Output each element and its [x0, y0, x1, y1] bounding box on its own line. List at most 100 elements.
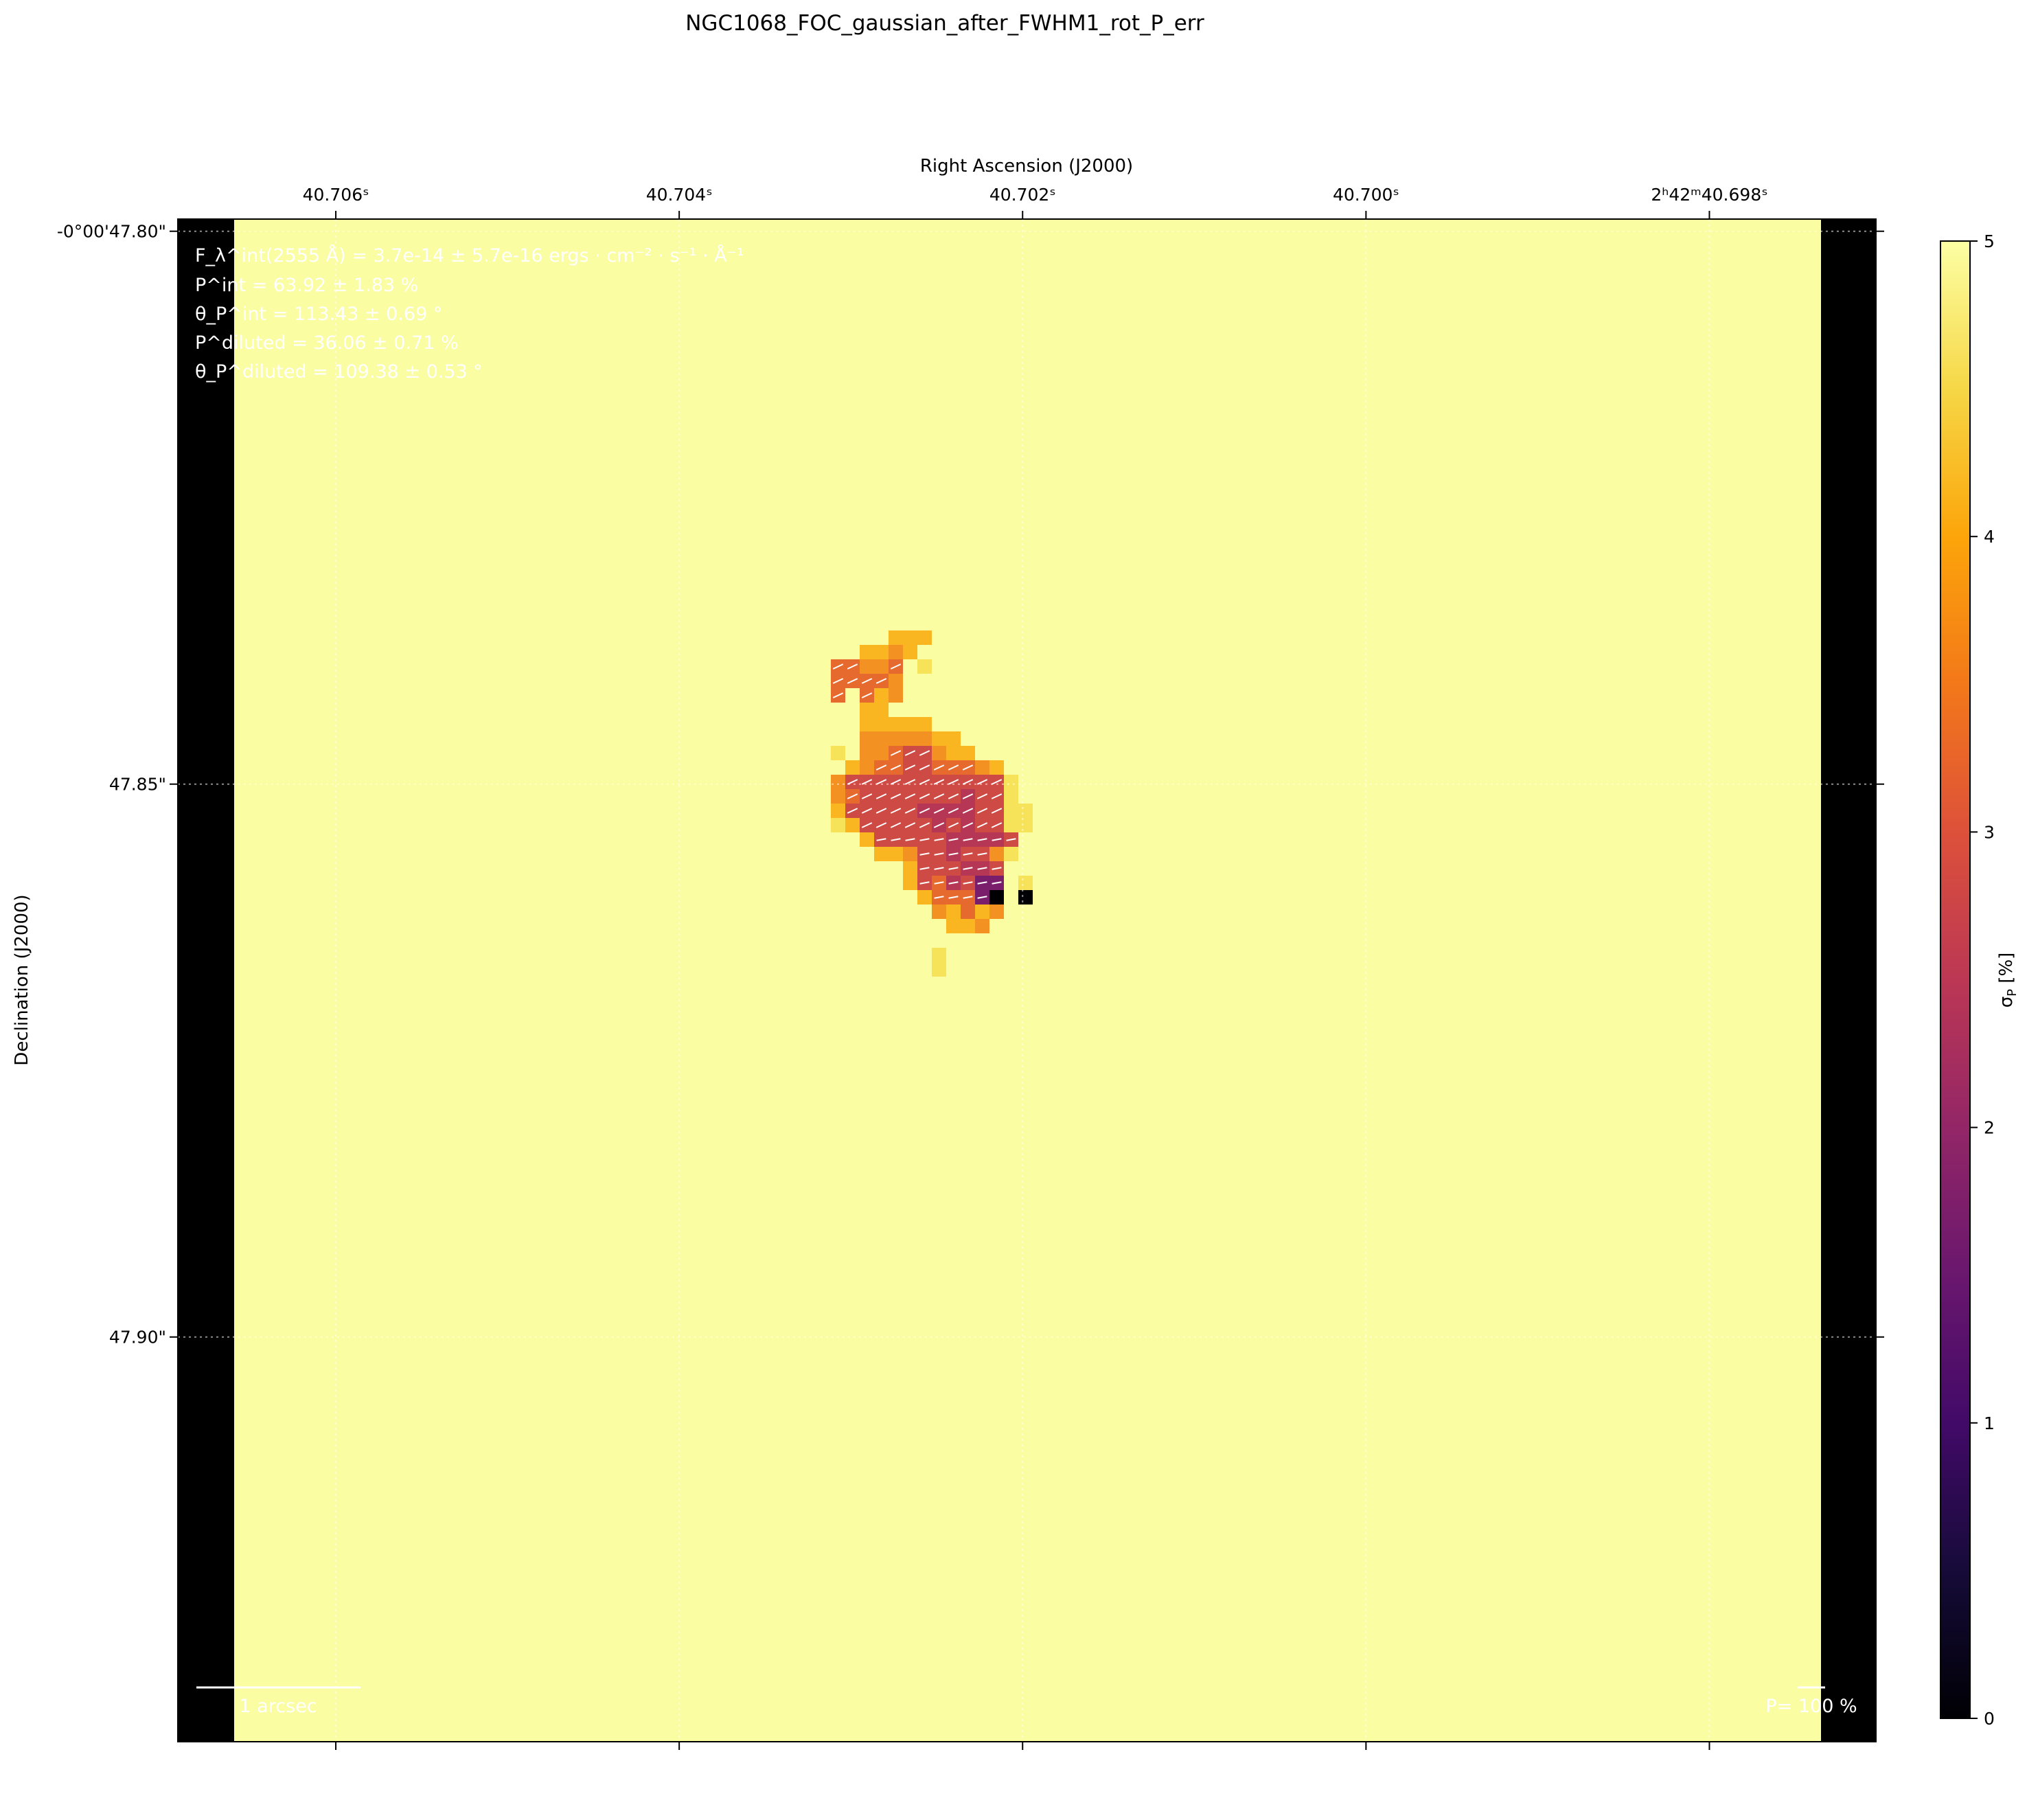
polarization-vector	[832, 678, 844, 684]
x-tick-label: 40.706ˢ	[303, 185, 369, 205]
polarization-vector	[875, 764, 887, 771]
polarization-vector	[861, 808, 873, 814]
heatmap-cell	[903, 645, 917, 659]
heatmap-cell	[989, 760, 1004, 775]
colorbar-tick-label: 4	[1984, 527, 1995, 547]
polarization-vector	[890, 793, 902, 799]
heatmap-cell	[903, 847, 917, 861]
polarization-vector	[991, 779, 1003, 785]
heatmap-cell	[889, 688, 903, 703]
polarization-vector	[963, 838, 973, 841]
polarization-vector	[962, 793, 974, 799]
y-ticks: -0°00'47.80" 47.85" 47.90"	[57, 222, 1884, 1347]
polarization-vector	[890, 764, 902, 771]
polarization-vector	[890, 808, 902, 814]
polarization-vector	[919, 867, 930, 870]
polarization-vector	[991, 808, 1003, 814]
polarization-vector	[992, 867, 1002, 870]
grid-lines	[178, 219, 1876, 1742]
polarization-vector	[963, 867, 973, 870]
colorbar-ticks: 0 1 2 3 4 5	[1970, 231, 1995, 1729]
polarization-vector	[976, 808, 988, 814]
polarization-vector	[948, 779, 959, 785]
heatmap-cell	[903, 876, 917, 890]
heatmap-cell	[989, 905, 1004, 919]
heatmap-cell	[932, 905, 946, 919]
heatmap-cell	[989, 890, 1004, 905]
polarization-vector	[977, 881, 987, 885]
polarization-vector	[904, 764, 916, 771]
heatmap-cell	[946, 731, 961, 746]
heatmap-cell	[860, 717, 874, 731]
heatmap-cell	[831, 746, 845, 760]
vector-scale-label: P= 100 %	[1765, 1696, 1857, 1717]
heatmap-cell	[1004, 847, 1018, 861]
heatmap-cell	[860, 760, 874, 775]
heatmap-cell	[1018, 818, 1033, 832]
heatmap-cell	[874, 659, 889, 674]
polarization-vector	[962, 808, 974, 814]
polarization-vector	[847, 678, 858, 684]
heatmap-cell	[845, 818, 860, 832]
polarization-vector	[919, 793, 930, 799]
polarization-vector	[919, 822, 930, 828]
heatmap-cell	[932, 962, 946, 977]
polarization-vector	[948, 793, 959, 799]
heatmap-cell	[932, 731, 946, 746]
heatmap-cell	[903, 717, 917, 731]
polarization-vector	[933, 793, 945, 799]
polarization-vector	[948, 838, 959, 841]
colorbar-tick-label: 5	[1984, 231, 1995, 251]
colorbar-label: σP [%]	[1996, 953, 2019, 1008]
heatmap-cell	[889, 674, 903, 688]
chart-title: NGC1068_FOC_gaussian_after_FWHM1_rot_P_e…	[685, 11, 1204, 36]
polarization-vector	[934, 852, 944, 856]
x-tick-label: 40.702ˢ	[989, 185, 1056, 205]
heatmap-cell	[946, 919, 961, 933]
polarization-vector	[905, 838, 915, 841]
colorbar-tick-label: 2	[1984, 1118, 1995, 1138]
colorbar	[1940, 240, 1971, 1719]
polarization-vector	[875, 678, 887, 684]
heatmap-cell	[831, 818, 845, 832]
polarization-vector	[875, 793, 887, 799]
plot-area	[178, 219, 1876, 1742]
heatmap-cell	[961, 746, 975, 760]
polarization-vector	[919, 852, 930, 856]
polarization-vector	[992, 838, 1002, 841]
heatmap-cell	[1018, 804, 1033, 818]
x-tick-label: 2ʰ42ᵐ40.698ˢ	[1651, 185, 1767, 205]
heatmap-cell	[917, 731, 932, 746]
annotation-p-diluted: P^diluted = 36.06 ± 0.71 %	[195, 332, 459, 354]
polarization-vector	[948, 822, 959, 828]
heatmap-cell	[989, 847, 1004, 861]
heatmap-cell	[1004, 789, 1018, 804]
heatmap-cell	[961, 919, 975, 933]
polarization-vector	[933, 822, 945, 828]
annotation-theta-int: θ_P^int = 113.43 ± 0.69 °	[195, 304, 442, 325]
heatmap-cell	[1004, 775, 1018, 789]
heatmap-cell	[831, 775, 845, 789]
heatmap-cell	[946, 905, 961, 919]
y-axis-label: Declination (J2000)	[12, 894, 32, 1065]
polarization-vector	[934, 896, 944, 899]
polarization-vector	[919, 750, 930, 756]
polarization-vector	[963, 896, 973, 899]
heatmap-cell	[889, 630, 903, 645]
polarization-vector	[861, 793, 873, 799]
heatmap-cell	[874, 717, 889, 731]
heatmap-cell	[1018, 876, 1033, 890]
annotation-flux: F_λ^int(2555 Å) = 3.7e-14 ± 5.7e-16 ergs…	[195, 244, 744, 266]
polarization-vectors	[832, 663, 1016, 899]
polarization-vector	[847, 793, 858, 799]
heatmap-cell	[889, 717, 903, 731]
polarization-vector	[977, 852, 987, 856]
polarization-vector	[948, 852, 959, 856]
y-tick-label: 47.85"	[109, 775, 166, 795]
masked-region-left	[178, 219, 234, 1742]
polarization-vector	[948, 808, 959, 814]
heatmap-cell	[874, 703, 889, 717]
heatmap-cell	[874, 746, 889, 760]
polarization-vector	[919, 764, 930, 771]
polarization-vector	[919, 838, 930, 841]
